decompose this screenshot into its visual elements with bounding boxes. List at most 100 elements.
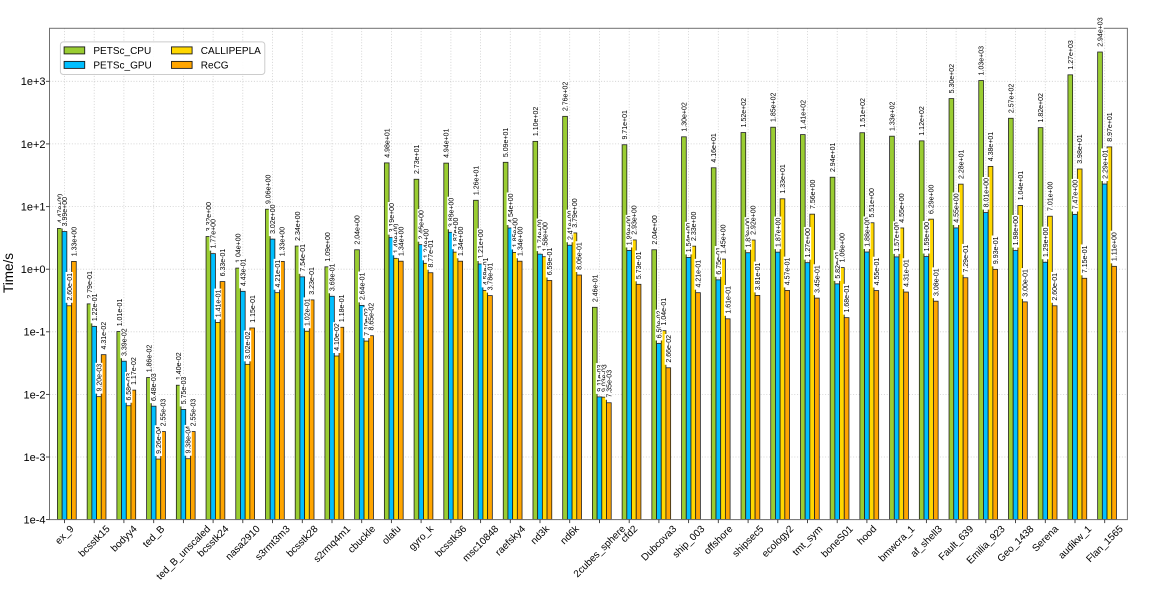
svg-text:1.86e-02: 1.86e-02: [147, 345, 154, 373]
svg-text:2.33e+00: 2.33e+00: [691, 211, 698, 240]
svg-text:2.93e+00: 2.93e+00: [631, 205, 638, 234]
svg-text:7.01e+00: 7.01e+00: [1048, 182, 1055, 211]
svg-text:2.55e-03: 2.55e-03: [161, 399, 168, 427]
svg-text:3.99e+00: 3.99e+00: [62, 197, 69, 226]
svg-text:7.29e-01: 7.29e-01: [963, 245, 970, 273]
svg-text:3.39e-02: 3.39e-02: [121, 328, 128, 356]
svg-text:5.51e+00: 5.51e+00: [869, 188, 876, 217]
svg-text:1e+2: 1e+2: [21, 139, 46, 151]
svg-text:8.65e-02: 8.65e-02: [369, 303, 376, 331]
svg-text:1.15e-01: 1.15e-01: [250, 295, 257, 323]
svg-text:1.41e-01: 1.41e-01: [215, 289, 222, 317]
svg-text:1.51e+02: 1.51e+02: [860, 98, 867, 127]
svg-text:1.06e+00: 1.06e+00: [839, 233, 846, 262]
svg-text:4.55e-01: 4.55e-01: [874, 258, 881, 286]
svg-text:1.33e+00: 1.33e+00: [71, 227, 78, 256]
svg-text:2.79e-01: 2.79e-01: [87, 271, 94, 299]
svg-text:1.03e+03: 1.03e+03: [979, 46, 986, 75]
svg-text:1e+3: 1e+3: [21, 76, 46, 88]
svg-text:1.57e+00: 1.57e+00: [894, 222, 901, 251]
svg-text:3.02e-02: 3.02e-02: [245, 331, 252, 359]
svg-text:4.55e+00: 4.55e+00: [954, 193, 961, 222]
svg-text:7.15e-01: 7.15e-01: [1082, 245, 1089, 273]
svg-text:8.01e+00: 8.01e+00: [983, 178, 990, 207]
svg-text:4.16e+01: 4.16e+01: [711, 133, 718, 162]
svg-text:1.12e+02: 1.12e+02: [919, 106, 926, 135]
svg-text:1e-1: 1e-1: [23, 327, 45, 339]
svg-text:3.45e-01: 3.45e-01: [814, 265, 821, 293]
svg-text:1.11e+00: 1.11e+00: [1112, 232, 1119, 261]
svg-text:3.23e-01: 3.23e-01: [309, 267, 316, 295]
svg-text:2.64e-01: 2.64e-01: [359, 272, 366, 300]
svg-text:2.60e-01: 2.60e-01: [1052, 273, 1059, 301]
svg-text:1.21e+00: 1.21e+00: [478, 229, 485, 258]
svg-text:1.33e+00: 1.33e+00: [279, 227, 286, 256]
svg-text:3.98e+01: 3.98e+01: [1077, 134, 1084, 163]
svg-text:7.54e-01: 7.54e-01: [300, 244, 307, 272]
svg-text:1e+1: 1e+1: [21, 202, 46, 214]
svg-text:6.59e-01: 6.59e-01: [547, 248, 554, 276]
svg-text:1.98e+00: 1.98e+00: [1013, 216, 1020, 245]
svg-text:4.54e+00: 4.54e+00: [508, 193, 515, 222]
svg-text:1.59e+00: 1.59e+00: [924, 222, 931, 251]
svg-text:2.04e+00: 2.04e+00: [652, 215, 659, 244]
svg-text:7.47e+00: 7.47e+00: [1073, 180, 1080, 209]
svg-text:3.79e+00: 3.79e+00: [572, 198, 579, 227]
svg-text:4.38e+01: 4.38e+01: [988, 132, 995, 161]
svg-text:1.88e+00: 1.88e+00: [864, 217, 871, 246]
svg-text:PETSc_CPU: PETSc_CPU: [93, 46, 151, 57]
svg-text:2.92e+00: 2.92e+00: [750, 205, 757, 234]
svg-text:2.28e+01: 2.28e+01: [958, 149, 965, 178]
svg-text:2.73e+01: 2.73e+01: [414, 145, 421, 174]
svg-text:3.19e+00: 3.19e+00: [389, 203, 396, 232]
svg-text:1.45e+00: 1.45e+00: [721, 224, 728, 253]
svg-text:2.57e+02: 2.57e+02: [1008, 84, 1015, 113]
svg-text:2.46e+00: 2.46e+00: [419, 210, 426, 239]
svg-text:1.34e+00: 1.34e+00: [517, 227, 524, 256]
svg-text:2.34e+00: 2.34e+00: [295, 211, 302, 240]
svg-text:4.31e-02: 4.31e-02: [101, 322, 108, 350]
svg-text:6.48e-03: 6.48e-03: [151, 373, 158, 401]
svg-text:1.04e-01: 1.04e-01: [661, 298, 668, 326]
svg-text:1.34e+00: 1.34e+00: [398, 227, 405, 256]
svg-text:1.85e+02: 1.85e+02: [771, 93, 778, 122]
svg-text:1e+0: 1e+0: [21, 264, 46, 276]
svg-text:2.55e-03: 2.55e-03: [190, 399, 197, 427]
svg-text:1.29e+00: 1.29e+00: [1043, 228, 1050, 257]
svg-text:1.01e-01: 1.01e-01: [117, 299, 124, 327]
svg-text:2.94e+03: 2.94e+03: [1098, 17, 1105, 46]
svg-text:4.21e-01: 4.21e-01: [275, 260, 282, 288]
svg-text:3.08e-01: 3.08e-01: [933, 268, 940, 296]
svg-text:1.82e+02: 1.82e+02: [1038, 93, 1045, 122]
svg-text:1.34e+00: 1.34e+00: [458, 227, 465, 256]
svg-text:1.04e+01: 1.04e+01: [1018, 171, 1025, 200]
svg-text:4.55e+00: 4.55e+00: [899, 193, 906, 222]
svg-text:4.31e-01: 4.31e-01: [904, 259, 911, 287]
svg-text:3.81e-01: 3.81e-01: [755, 262, 762, 290]
svg-text:5.09e+01: 5.09e+01: [503, 128, 510, 157]
svg-text:3.78e-01: 3.78e-01: [488, 263, 495, 291]
svg-text:2.60e-01: 2.60e-01: [67, 273, 74, 301]
svg-text:2.04e+00: 2.04e+00: [355, 215, 362, 244]
svg-text:4.94e+01: 4.94e+01: [444, 128, 451, 157]
svg-text:1.17e-02: 1.17e-02: [131, 357, 138, 385]
svg-text:1.61e-01: 1.61e-01: [725, 286, 732, 314]
svg-text:1.10e+02: 1.10e+02: [533, 107, 540, 136]
svg-text:5.73e-01: 5.73e-01: [636, 251, 643, 279]
svg-text:8.77e-01: 8.77e-01: [428, 240, 435, 268]
svg-text:1.04e+00: 1.04e+00: [236, 233, 243, 262]
svg-text:2.66e-02: 2.66e-02: [666, 335, 673, 363]
svg-text:PETSc_GPU: PETSc_GPU: [93, 61, 151, 72]
svg-text:CALLIPEPLA: CALLIPEPLA: [201, 46, 261, 57]
svg-text:8.97e+01: 8.97e+01: [1107, 112, 1114, 141]
svg-text:8.06e-01: 8.06e-01: [577, 242, 584, 270]
svg-text:1.18e-01: 1.18e-01: [339, 294, 346, 322]
svg-text:7.35e-03: 7.35e-03: [606, 370, 613, 398]
svg-text:1.26e+01: 1.26e+01: [473, 166, 480, 195]
svg-text:3.88e+00: 3.88e+00: [448, 198, 455, 227]
svg-text:2.76e+02: 2.76e+02: [563, 82, 570, 111]
svg-text:7.56e+00: 7.56e+00: [810, 179, 817, 208]
svg-text:9.26e-04: 9.26e-04: [156, 426, 163, 454]
svg-text:9.93e-01: 9.93e-01: [993, 236, 1000, 264]
svg-text:3.02e+00: 3.02e+00: [270, 204, 277, 233]
